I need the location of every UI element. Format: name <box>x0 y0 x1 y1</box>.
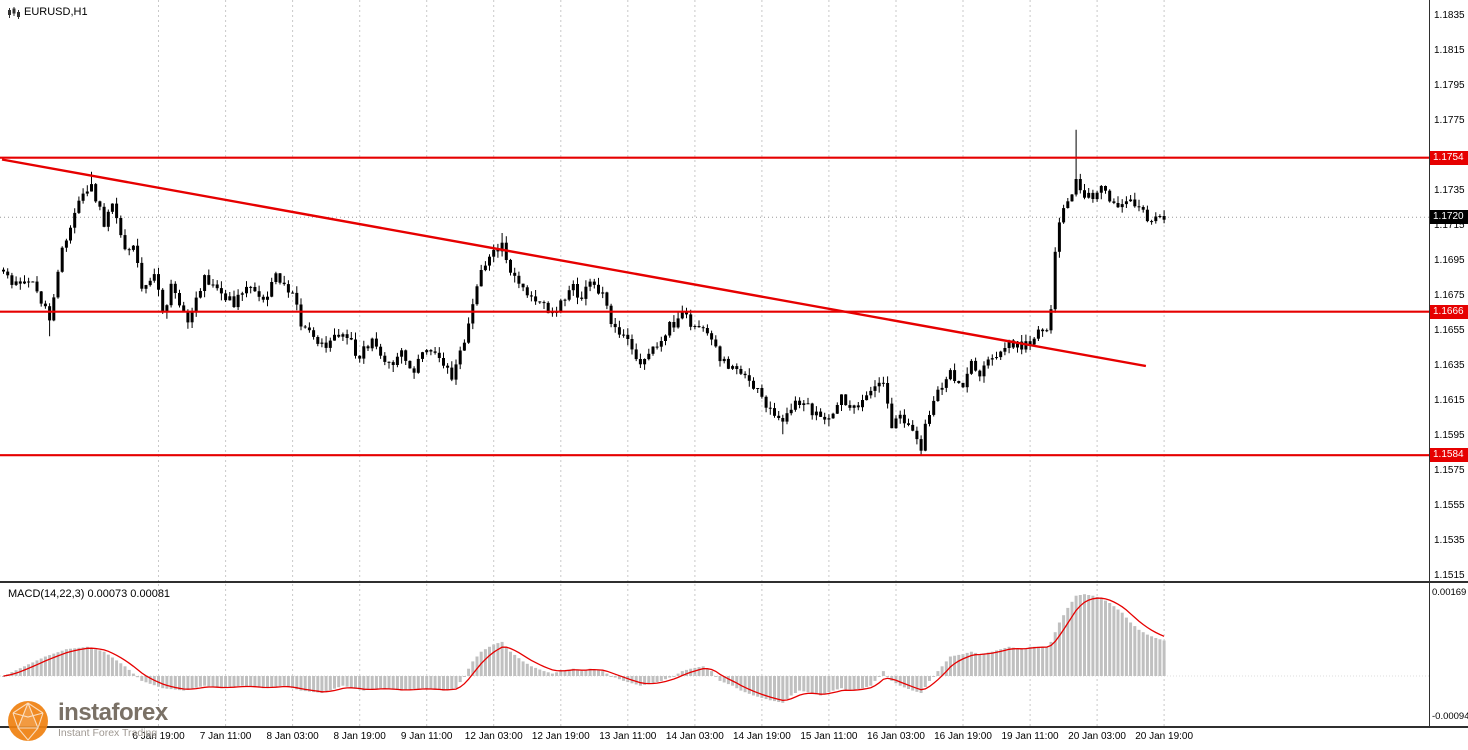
price-axis-tick: 1.1775 <box>1434 115 1465 126</box>
time-axis-label: 14 Jan 19:00 <box>732 731 791 742</box>
time-axis-label: 15 Jan 11:00 <box>800 731 858 742</box>
price-axis-tick: 1.1575 <box>1434 465 1465 476</box>
bottom-separator <box>0 726 1468 728</box>
price-axis-tick: 1.1615 <box>1434 395 1465 406</box>
instaforex-watermark: instaforex Instant Forex Trading <box>6 697 168 743</box>
price-axis-tick: 1.1835 <box>1434 10 1465 21</box>
macd-indicator-label: MACD(14,22,3) 0.00073 0.00081 <box>8 588 171 600</box>
price-axis-tick: 1.1535 <box>1434 535 1465 546</box>
price-axis-tick: 1.1735 <box>1434 185 1465 196</box>
instaforex-logo-icon <box>8 701 48 741</box>
price-axis-tick: 1.1795 <box>1434 80 1465 91</box>
time-axis-label: 19 Jan 11:00 <box>1001 731 1059 742</box>
macd-axis-min-label: -0.00094 <box>1432 711 1468 722</box>
chart-icon <box>8 7 20 19</box>
macd-indicator-canvas[interactable] <box>0 584 1430 726</box>
price-axis-tick: 1.1715 <box>1434 220 1465 231</box>
time-axis-label: 20 Jan 19:00 <box>1135 731 1194 742</box>
axis-border <box>1429 0 1430 726</box>
price-axis-tick: 1.1555 <box>1434 500 1465 511</box>
time-axis-label: 8 Jan 03:00 <box>266 731 319 742</box>
time-axis-label: 12 Jan 03:00 <box>464 731 523 742</box>
time-axis[interactable]: 6 Jan 19:00 7 Jan 11:00 8 Jan 03:00 8 Jan 1… <box>0 726 1430 750</box>
macd-axis-max-label: 0.00169 <box>1432 587 1467 598</box>
price-axis-tick: 1.1515 <box>1434 570 1465 581</box>
price-axis-tick: 1.1815 <box>1434 45 1465 56</box>
descending-trendline[interactable] <box>1 158 1147 368</box>
symbol-timeframe-label: EURUSD,H1 <box>24 6 88 18</box>
level-price-badge: 1.1584 <box>1430 448 1468 463</box>
time-axis-label: 16 Jan 19:00 <box>934 731 992 742</box>
price-axis-tick: 1.1695 <box>1434 255 1465 266</box>
time-axis-label: 9 Jan 11:00 <box>400 731 453 742</box>
price-axis-tick: 1.1595 <box>1434 430 1465 441</box>
price-chart-canvas[interactable] <box>0 0 1430 582</box>
time-axis-label: 20 Jan 03:00 <box>1068 731 1126 742</box>
time-axis-label: 8 Jan 19:00 <box>333 731 386 742</box>
time-axis-label: 6 Jan 19:00 <box>132 731 185 742</box>
price-axis[interactable]: 1.1835 1.1815 1.1795 1.1775 1.1735 1.1715 1.16… <box>1430 0 1468 726</box>
current-price-badge: 1.1720 <box>1430 210 1468 225</box>
level-price-badge: 1.1666 <box>1430 304 1468 319</box>
price-axis-tick: 1.1635 <box>1434 360 1465 371</box>
time-axis-label: 12 Jan 19:00 <box>531 731 590 742</box>
time-axis-label: 7 Jan 11:00 <box>199 731 252 742</box>
macd-signal-line <box>3 597 1165 702</box>
panel-separator[interactable] <box>0 581 1468 583</box>
level-price-badge: 1.1754 <box>1430 150 1468 165</box>
time-axis-label: 16 Jan 03:00 <box>867 731 925 742</box>
price-axis-tick: 1.1675 <box>1434 290 1465 301</box>
candlestick-series <box>2 129 1166 456</box>
time-axis-label: 13 Jan 11:00 <box>599 731 657 742</box>
watermark-tagline: Instant Forex Trading <box>58 727 158 739</box>
watermark-brand: instaforex <box>58 699 168 726</box>
time-axis-label: 14 Jan 03:00 <box>665 731 724 742</box>
price-axis-tick: 1.1655 <box>1434 325 1465 336</box>
macd-histogram <box>2 594 1166 703</box>
